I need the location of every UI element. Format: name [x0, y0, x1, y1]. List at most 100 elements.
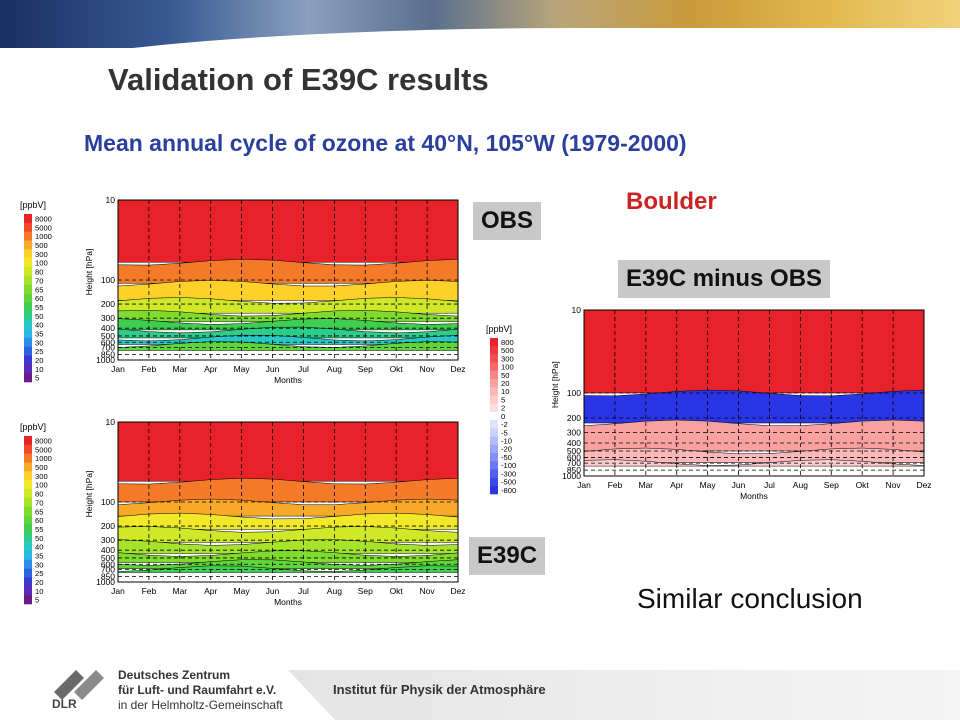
- colorbar-label: 10: [35, 365, 43, 374]
- x-tick-label: Feb: [608, 480, 623, 490]
- y-tick-label: 100: [101, 275, 115, 285]
- y-tick-label: 200: [101, 299, 115, 309]
- model-chart: [ppbV]8000500010005003001008070656055504…: [20, 417, 466, 607]
- colorbar-label: 35: [35, 551, 43, 560]
- y-tick-label: 700: [567, 458, 581, 468]
- colorbar-swatch: [490, 346, 498, 355]
- colorbar-label: 5000: [35, 445, 52, 454]
- colorbar-swatch: [24, 480, 32, 490]
- org-name: Deutsches Zentrum für Luft- und Raumfahr…: [118, 668, 283, 713]
- org-line2: für Luft- und Raumfahrt e.V.: [118, 683, 277, 697]
- colorbar-swatch: [24, 373, 32, 383]
- x-tick-label: Jun: [266, 586, 280, 596]
- colorbar-swatch: [490, 428, 498, 437]
- y-tick-label: 1000: [96, 577, 115, 587]
- colorbar-swatch: [24, 231, 32, 241]
- colorbar-label: 5: [501, 395, 505, 404]
- x-tick-label: Apr: [204, 586, 217, 596]
- colorbar-label: 2: [501, 404, 505, 413]
- colorbar-swatch: [24, 462, 32, 472]
- colorbar-swatch: [24, 355, 32, 365]
- colorbar-label: 40: [35, 321, 43, 330]
- colorbar-label: 5: [35, 374, 39, 383]
- colorbar-label: 25: [35, 569, 43, 578]
- colorbar-label: 1000: [35, 232, 52, 241]
- colorbar-swatch: [24, 267, 32, 277]
- obs-chart: [ppbV]8000500010005003001008070656055504…: [20, 195, 466, 385]
- x-tick-label: Apr: [670, 480, 683, 490]
- x-tick-label: Aug: [327, 364, 342, 374]
- x-tick-label: May: [700, 480, 717, 490]
- colorbar-swatch: [24, 436, 32, 446]
- y-tick-label: 400: [101, 323, 115, 333]
- colorbar-label: 8000: [35, 215, 52, 224]
- x-tick-label: Jul: [298, 586, 309, 596]
- y-axis-label: Height [hPa]: [84, 471, 94, 518]
- colorbar-label: 35: [35, 329, 43, 338]
- x-tick-label: Mar: [638, 480, 653, 490]
- colorbar-label: 20: [35, 356, 43, 365]
- x-tick-label: Sep: [358, 364, 373, 374]
- x-tick-label: Apr: [204, 364, 217, 374]
- colorbar-label: 50: [35, 534, 43, 543]
- colorbar-label: 80: [35, 490, 43, 499]
- colorbar-label: 20: [35, 578, 43, 587]
- colorbar-swatch: [24, 284, 32, 294]
- colorbar-swatch: [490, 362, 498, 372]
- y-tick-label: 500: [101, 553, 115, 563]
- y-tick-label: 10: [106, 195, 116, 205]
- model-tag: E39C: [469, 537, 546, 575]
- contour-band: [117, 477, 459, 503]
- colorbar-label: -2: [501, 420, 508, 429]
- colorbar-label: 70: [35, 498, 43, 507]
- colorbar-label: 70: [35, 276, 43, 285]
- x-tick-label: Nov: [420, 586, 436, 596]
- colorbar-swatch: [24, 568, 32, 578]
- x-tick-label: Feb: [142, 586, 157, 596]
- colorbar-swatch: [24, 302, 32, 312]
- colorbar-label: 500: [35, 241, 48, 250]
- colorbar-swatch: [490, 370, 498, 380]
- colorbar-swatch: [24, 364, 32, 374]
- colorbar-unit: [ppbV]: [20, 422, 46, 432]
- colorbar-swatch: [24, 577, 32, 587]
- y-tick-label: 300: [567, 428, 581, 438]
- x-tick-label: Nov: [886, 480, 902, 490]
- diff-chart: [ppbV]800500300100502010520-2-5-10-20-50…: [486, 305, 932, 501]
- footer-band: [288, 670, 960, 720]
- colorbar-label: 1000: [35, 454, 52, 463]
- colorbar-swatch: [24, 222, 32, 232]
- colorbar-swatch: [24, 559, 32, 569]
- contour-band: [117, 421, 459, 482]
- colorbar-label: 300: [35, 250, 48, 259]
- colorbar-swatch: [24, 471, 32, 481]
- contour-band: [583, 309, 925, 394]
- colorbar-swatch: [490, 354, 498, 363]
- y-axis-label: Height [hPa]: [550, 361, 560, 408]
- colorbar-swatch: [24, 346, 32, 356]
- colorbar-swatch: [490, 411, 498, 421]
- x-tick-label: Jan: [111, 364, 125, 374]
- x-tick-label: Sep: [824, 480, 839, 490]
- y-tick-label: 850: [101, 571, 115, 581]
- y-tick-label: 100: [567, 388, 581, 398]
- x-tick-label: Dez: [916, 480, 931, 490]
- org-line3: in der Helmholtz-Gemeinschaft: [118, 698, 283, 712]
- colorbar-swatch: [490, 469, 498, 478]
- colorbar-swatch: [24, 533, 32, 543]
- y-tick-label: 100: [101, 497, 115, 507]
- y-tick-label: 700: [101, 343, 115, 353]
- colorbar-swatch: [24, 524, 32, 534]
- y-tick-label: 600: [567, 453, 581, 463]
- colorbar-unit: [ppbV]: [20, 200, 46, 210]
- x-tick-label: Feb: [142, 364, 157, 374]
- y-tick-label: 200: [101, 521, 115, 531]
- colorbar-label: 20: [501, 379, 509, 388]
- colorbar-label: 10: [35, 587, 43, 596]
- y-axis-label: Height [hPa]: [84, 249, 94, 296]
- obs-tag: OBS: [473, 202, 542, 240]
- colorbar-swatch: [490, 338, 498, 347]
- y-tick-label: 700: [101, 565, 115, 575]
- x-tick-label: Aug: [327, 586, 342, 596]
- y-tick-label: 500: [101, 331, 115, 341]
